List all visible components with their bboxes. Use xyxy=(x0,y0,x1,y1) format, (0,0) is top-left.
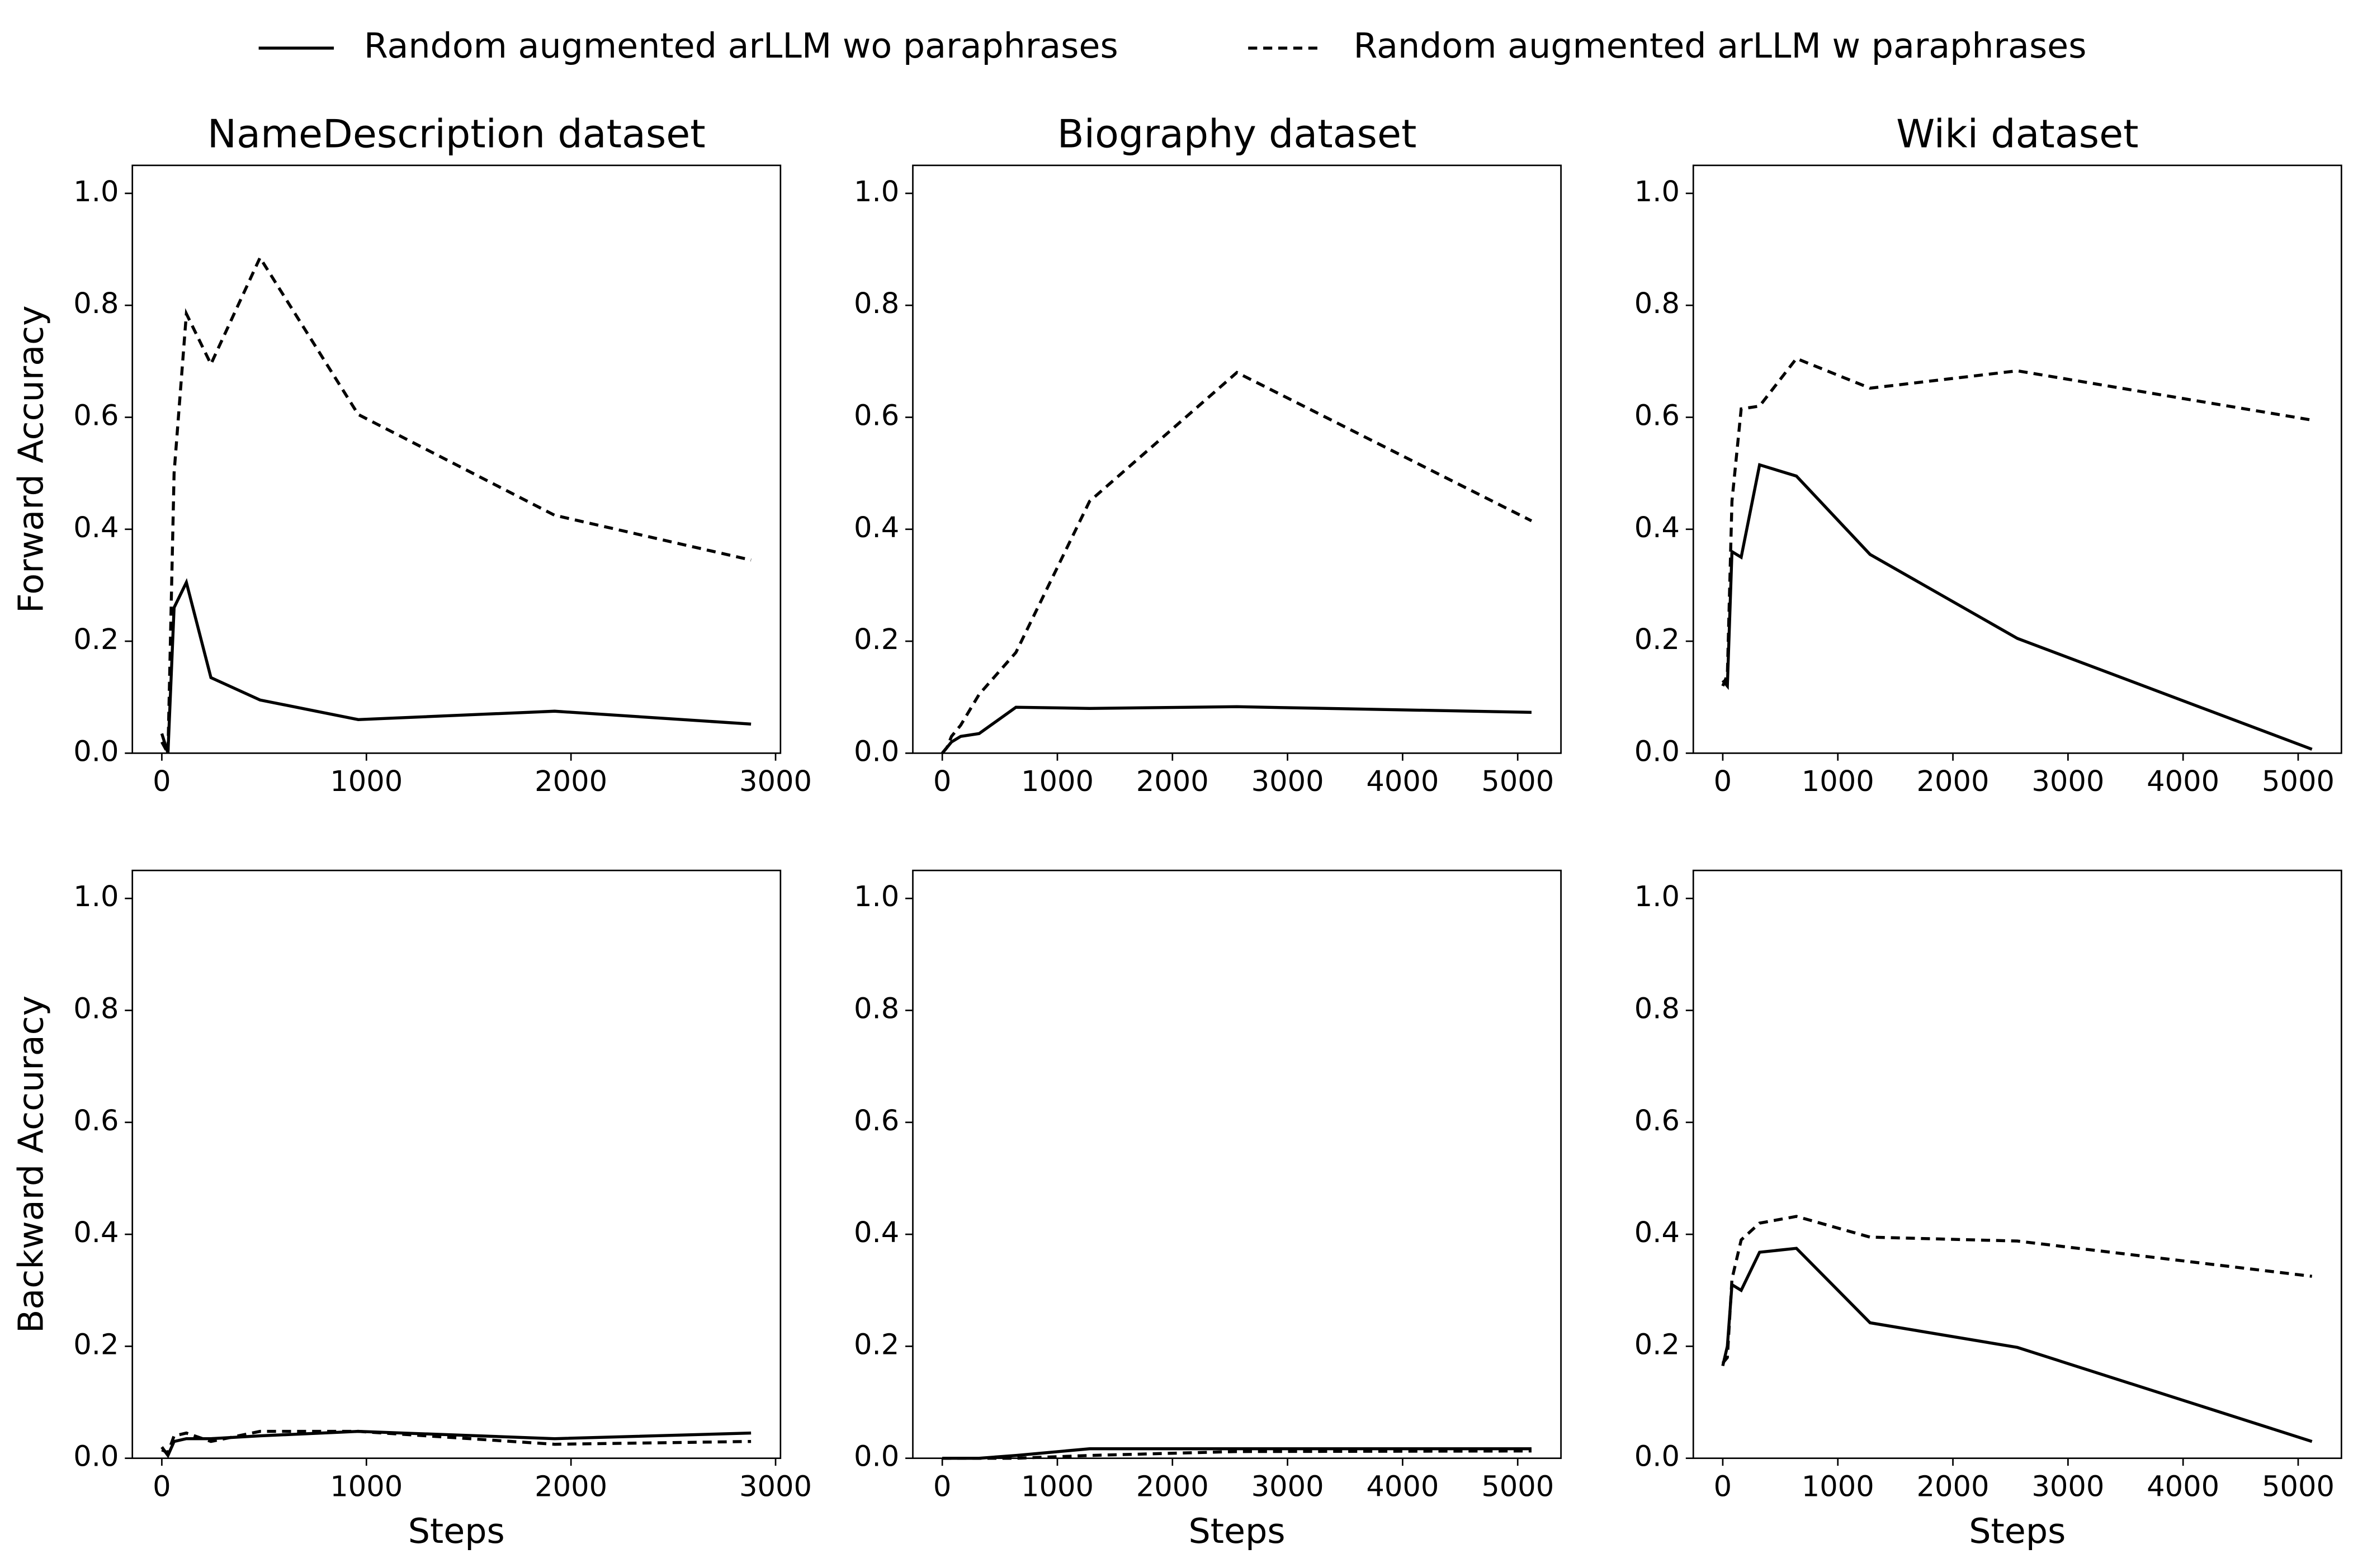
x-tick-label: 2000 xyxy=(1136,1470,1209,1503)
y-tick-label: 0.4 xyxy=(73,1216,119,1249)
y-tick-label: 0.8 xyxy=(854,287,899,320)
y-tick-label: 0.0 xyxy=(1634,1441,1680,1474)
y-tick-label: 0.4 xyxy=(73,511,119,544)
series-line xyxy=(1721,1215,2313,1365)
x-tick-label: 0 xyxy=(933,1470,952,1503)
x-tick-label: 1000 xyxy=(330,1470,403,1503)
y-tick-label: 0.0 xyxy=(73,735,119,768)
y-tick-label: 0.4 xyxy=(1634,1216,1680,1249)
x-tick-label: 0 xyxy=(153,765,171,798)
y-tick-label: 1.0 xyxy=(854,176,899,209)
legend-label: Random augmented arLLM w paraphrases xyxy=(1353,26,2086,66)
series-line xyxy=(160,1429,752,1459)
x-tick-label: 3000 xyxy=(1251,1470,1324,1503)
x-tick-label: 4000 xyxy=(1366,1470,1439,1503)
x-tick-label: 3000 xyxy=(2031,765,2104,798)
x-tick-label: 1000 xyxy=(1802,765,1874,798)
y-tick-label: 1.0 xyxy=(73,880,119,913)
series-line xyxy=(941,371,1533,755)
y-tick-label: 0.2 xyxy=(854,1328,899,1361)
plot-frame xyxy=(912,164,1562,754)
series-line xyxy=(160,254,752,759)
subplot-title: NameDescription dataset xyxy=(207,112,706,157)
x-tick-label: 1000 xyxy=(330,765,403,798)
x-tick-label: 2000 xyxy=(1136,765,1209,798)
x-tick-label: 3000 xyxy=(1251,765,1324,798)
y-tick-label: 0.8 xyxy=(73,287,119,320)
x-tick-label: 2000 xyxy=(535,1470,607,1503)
plot-frame xyxy=(1692,869,2342,1460)
series-line xyxy=(1721,463,2313,751)
y-axis-label: Forward Accuracy xyxy=(11,305,51,613)
y-tick-label: 0.8 xyxy=(1634,993,1680,1026)
y-tick-label: 0.2 xyxy=(73,623,119,656)
series-line xyxy=(161,1429,752,1455)
y-tick-label: 1.0 xyxy=(854,880,899,913)
y-tick-label: 0.4 xyxy=(854,511,899,544)
x-tick-label: 2000 xyxy=(535,765,607,798)
subplot-title: Biography dataset xyxy=(1057,112,1417,157)
legend-label: Random augmented arLLM wo paraphrases xyxy=(364,26,1118,66)
x-tick-label: 3000 xyxy=(2031,1470,2104,1503)
y-tick-label: 0.6 xyxy=(854,1105,899,1138)
plot-frame xyxy=(1692,164,2342,754)
x-tick-label: 2000 xyxy=(1917,765,1990,798)
y-tick-label: 0.0 xyxy=(854,1441,899,1474)
series-line xyxy=(160,578,752,754)
x-tick-label: 1000 xyxy=(1021,1470,1094,1503)
x-tick-label: 3000 xyxy=(739,1470,812,1503)
x-axis-label: Steps xyxy=(408,1511,505,1551)
y-tick-label: 0.0 xyxy=(73,1441,119,1474)
x-tick-label: 1000 xyxy=(1021,765,1094,798)
y-tick-label: 0.2 xyxy=(73,1328,119,1361)
series-line xyxy=(941,705,1532,755)
plot-frame xyxy=(912,869,1562,1460)
y-tick-label: 0.6 xyxy=(854,399,899,432)
x-tick-label: 0 xyxy=(933,765,952,798)
subplot-title: Wiki dataset xyxy=(1896,112,2138,157)
y-axis-label: Backward Accuracy xyxy=(11,996,51,1333)
y-tick-label: 0.4 xyxy=(1634,511,1680,544)
x-tick-label: 4000 xyxy=(1366,765,1439,798)
x-tick-label: 0 xyxy=(153,1470,171,1503)
x-axis-label: Steps xyxy=(1969,1511,2066,1551)
y-tick-label: 0.6 xyxy=(1634,399,1680,432)
y-tick-label: 0.0 xyxy=(1634,735,1680,768)
series-line xyxy=(942,1449,1532,1460)
plot-frame xyxy=(131,869,782,1460)
x-tick-label: 4000 xyxy=(2147,765,2219,798)
y-tick-label: 1.0 xyxy=(73,176,119,209)
y-tick-label: 0.6 xyxy=(1634,1105,1680,1138)
series-line xyxy=(1721,1247,2313,1443)
y-tick-label: 0.0 xyxy=(854,735,899,768)
y-tick-label: 1.0 xyxy=(1634,176,1680,209)
y-tick-label: 0.8 xyxy=(854,993,899,1026)
y-tick-label: 0.8 xyxy=(73,993,119,1026)
x-tick-label: 5000 xyxy=(2262,765,2335,798)
y-tick-label: 0.6 xyxy=(73,1105,119,1138)
y-tick-label: 0.2 xyxy=(1634,623,1680,656)
x-tick-label: 5000 xyxy=(1481,1470,1554,1503)
x-tick-label: 5000 xyxy=(2262,1470,2335,1503)
x-tick-label: 1000 xyxy=(1802,1470,1874,1503)
y-tick-label: 0.2 xyxy=(1634,1328,1680,1361)
y-tick-label: 0.6 xyxy=(73,399,119,432)
x-tick-label: 0 xyxy=(1714,1470,1732,1503)
x-tick-label: 0 xyxy=(1714,765,1732,798)
x-tick-label: 2000 xyxy=(1917,1470,1990,1503)
x-tick-label: 4000 xyxy=(2147,1470,2219,1503)
x-tick-label: 5000 xyxy=(1481,765,1554,798)
y-tick-label: 0.8 xyxy=(1634,287,1680,320)
plot-frame xyxy=(131,164,782,754)
y-tick-label: 0.2 xyxy=(854,623,899,656)
x-axis-label: Steps xyxy=(1189,1511,1286,1551)
y-tick-label: 0.4 xyxy=(854,1216,899,1249)
x-tick-label: 3000 xyxy=(739,765,812,798)
y-tick-label: 1.0 xyxy=(1634,880,1680,913)
